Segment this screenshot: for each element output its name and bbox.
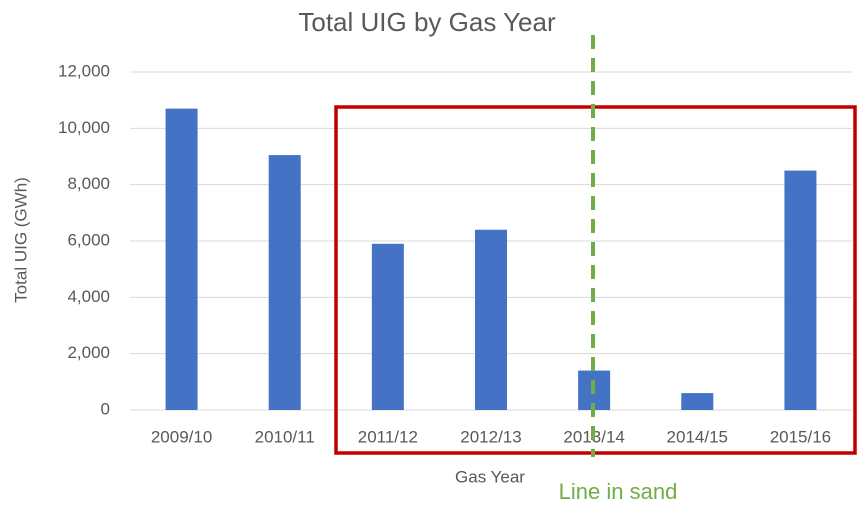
x-tick-label: 2009/10 bbox=[151, 427, 212, 446]
x-tick-label: 2011/12 bbox=[358, 427, 418, 446]
x-tick-label: 2014/15 bbox=[667, 427, 728, 446]
bar bbox=[268, 155, 301, 410]
bar bbox=[371, 243, 404, 410]
bar bbox=[165, 108, 198, 410]
x-tick-label: 2015/16 bbox=[770, 427, 831, 446]
bar bbox=[475, 229, 507, 410]
y-tick-label: 0 bbox=[101, 399, 110, 418]
plot: 0 2,000 4,000 6,000 8,000 10,000 12,000 2009/10… bbox=[58, 61, 852, 446]
highlight-box bbox=[334, 105, 857, 455]
x-axis-label: Gas Year bbox=[455, 467, 525, 486]
y-tick-label: 10,000 bbox=[58, 118, 110, 137]
y-tick-label: 8,000 bbox=[67, 174, 110, 193]
chart-title: Total UIG by Gas Year bbox=[298, 7, 556, 37]
y-tick-label: 4,000 bbox=[67, 287, 110, 306]
y-tick-label: 12,000 bbox=[58, 61, 110, 80]
y-tick-label: 6,000 bbox=[67, 230, 110, 249]
bar bbox=[681, 393, 714, 410]
x-tick-label: 2012/13 bbox=[460, 427, 521, 446]
y-tick-label: 2,000 bbox=[67, 343, 110, 362]
annotation: Line in sand bbox=[559, 479, 678, 504]
x-tick-label: 2010/11 bbox=[255, 427, 315, 446]
y-axis-label: Total UIG (GWh) bbox=[11, 177, 30, 303]
bar bbox=[784, 170, 817, 410]
